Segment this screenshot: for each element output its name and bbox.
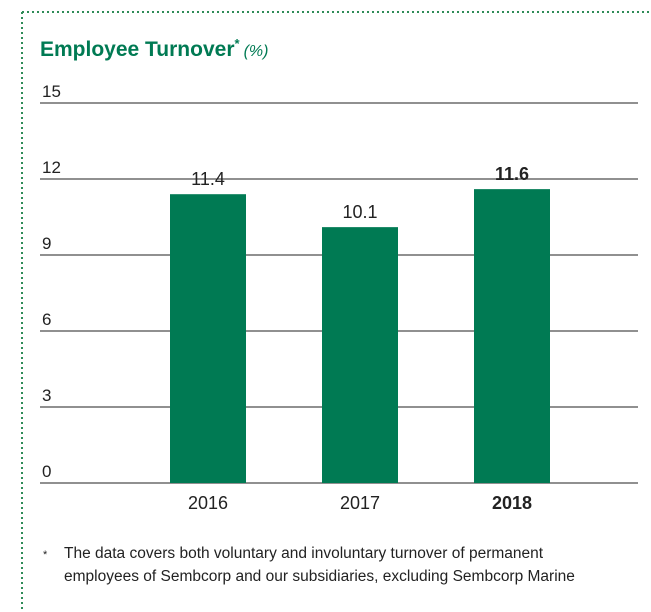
footnote-line: employees of Sembcorp and our subsidiari… (64, 568, 575, 585)
x-tick-label: 2018 (492, 493, 532, 513)
title-marker: * (235, 36, 241, 51)
y-tick-label: 0 (42, 462, 51, 481)
x-tick-label: 2017 (340, 493, 380, 513)
x-tick-label: 2016 (188, 493, 228, 513)
title-text: Employee Turnover (40, 38, 235, 61)
bar (474, 189, 550, 483)
y-tick-label: 9 (42, 234, 51, 253)
y-tick-label: 3 (42, 386, 51, 405)
footnote-marker: * (43, 549, 48, 561)
y-tick-label: 12 (42, 158, 61, 177)
footnote-line: The data covers both voluntary and invol… (64, 545, 544, 562)
value-label: 11.4 (191, 169, 225, 189)
unit: (%) (244, 43, 269, 60)
chart-title: Employee Turnover* (%) (40, 36, 268, 61)
y-tick-label: 15 (42, 82, 61, 101)
y-tick-label: 6 (42, 310, 51, 329)
bar (170, 194, 246, 483)
value-label: 11.6 (495, 164, 529, 184)
value-label: 10.1 (342, 202, 377, 222)
bar (322, 227, 398, 483)
